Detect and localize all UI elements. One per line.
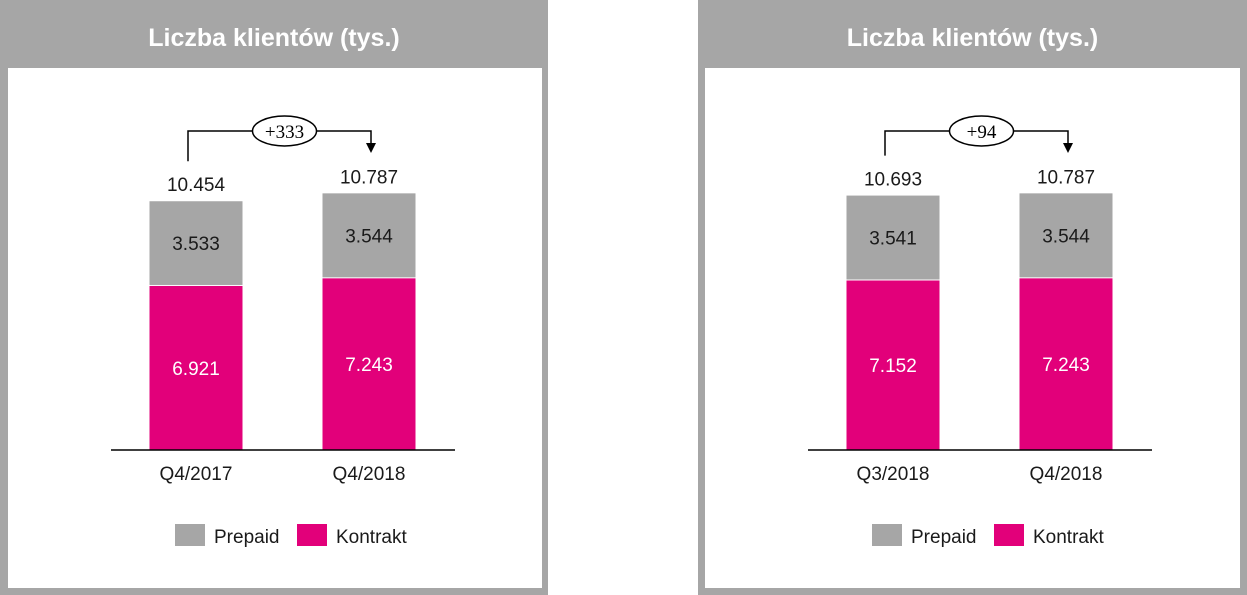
change-badge [948,115,1015,147]
total-label: 10.693 [864,170,922,191]
change-arrowhead [1063,143,1073,153]
bar-kontrakt [149,285,243,450]
bar-prepaid [846,195,940,280]
change-label: +94 [967,122,997,143]
x-tick-label: Q4/2018 [333,464,406,485]
data-label-kontrakt: 6.921 [172,359,220,380]
total-label: 10.787 [340,167,398,188]
data-label-prepaid: 3.544 [345,226,393,247]
bar-kontrakt [322,278,416,450]
change-arrowhead [366,143,376,153]
chart-area: 6.921 3.533 10.454 Q4/2017 7.243 3.544 10.787 Q… [8,68,542,588]
bar-prepaid [149,201,243,285]
x-tick-label: Q3/2018 [857,464,930,485]
chart-area: 7.152 3.541 10.693 Q3/2018 7.243 3.544 10.787 Q… [705,68,1240,588]
stacked-bar-chart: 6.921 3.533 10.454 Q4/2017 7.243 3.544 10.787 Q… [111,115,455,548]
data-label-kontrakt: 7.152 [869,356,917,377]
chart-panel-2: Liczba klientów (tys.) 7.152 3.541 10.693 Q… [698,0,1247,595]
total-label: 10.454 [167,175,226,196]
data-label-prepaid: 3.541 [869,229,917,250]
legend-label-prepaid: Prepaid [214,527,280,548]
legend-label-kontrakt: Kontrakt [336,527,407,548]
data-label-kontrakt: 7.243 [1042,355,1090,376]
legend-label-kontrakt: Kontrakt [1033,527,1104,548]
data-label-prepaid: 3.533 [172,234,220,255]
data-label-kontrakt: 7.243 [345,355,393,376]
legend-swatch-kontrakt [297,524,327,546]
data-label-prepaid: 3.544 [1042,226,1090,247]
chart-title: Liczba klientów (tys.) [148,24,400,52]
x-tick-label: Q4/2018 [1030,464,1103,485]
chart-panel-1: Liczba klientów (tys.) 6.921 3.533 10.454 Q… [0,0,548,595]
bar-prepaid [1019,193,1113,278]
legend-swatch-kontrakt [994,524,1024,546]
stacked-bar-chart: 7.152 3.541 10.693 Q3/2018 7.243 3.544 10.787 Q… [808,115,1152,548]
legend-swatch-prepaid [175,524,205,546]
bar-prepaid [322,193,416,278]
legend-swatch-prepaid [872,524,902,546]
bar-kontrakt [1019,278,1113,450]
legend-label-prepaid: Prepaid [911,527,977,548]
chart-title: Liczba klientów (tys.) [846,24,1099,52]
change-label: +333 [265,122,304,143]
x-tick-label: Q4/2017 [160,464,233,485]
change-badge [251,115,318,147]
total-label: 10.787 [1037,167,1095,188]
bar-kontrakt [846,280,940,450]
